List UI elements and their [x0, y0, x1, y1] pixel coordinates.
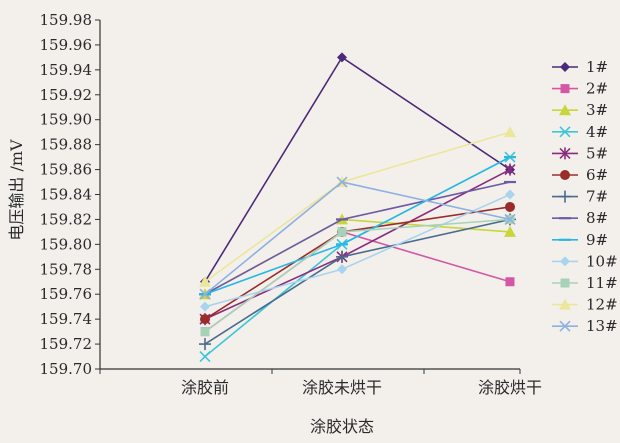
x-category-label: 涂胶未烘干	[302, 378, 382, 397]
data-point	[504, 126, 516, 138]
data-point-stroke	[199, 350, 211, 363]
legend-entry: 12#	[552, 296, 618, 314]
y-tick-label: 159.94	[40, 61, 93, 79]
series-11	[200, 214, 515, 337]
legend: 1# 2# 3# 4# 5# 6# 7# 8# 9# 10# 11# 12# 13#	[552, 58, 618, 335]
legend-entry: 10#	[552, 252, 618, 270]
legend-label: 10#	[586, 252, 618, 270]
data-point	[336, 176, 348, 188]
legend-marker	[559, 298, 571, 310]
legend-entry: 7#	[552, 188, 608, 206]
series-3	[199, 213, 516, 300]
data-point	[337, 52, 347, 63]
legend-label: 5#	[586, 144, 608, 162]
legend-label: 7#	[586, 188, 608, 206]
legend-label: 11#	[586, 274, 618, 292]
legend-marker-stroke	[559, 126, 571, 138]
series-4	[199, 151, 516, 363]
series-8	[199, 180, 516, 296]
data-point	[200, 327, 210, 337]
data-point	[337, 227, 347, 237]
data-point	[199, 288, 211, 300]
legend-marker	[560, 278, 570, 288]
legend-entry: 9#	[552, 231, 608, 249]
data-point	[504, 213, 516, 225]
y-tick-label: 159.70	[40, 360, 93, 378]
data-point	[200, 301, 210, 312]
legend-entry: 4#	[552, 123, 608, 141]
legend-label: 13#	[586, 317, 618, 335]
legend-marker	[559, 104, 571, 116]
legend-entry: 5#	[552, 144, 608, 162]
y-tick-label: 159.96	[40, 36, 93, 54]
y-tick-label: 159.72	[40, 335, 93, 353]
legend-marker	[559, 126, 571, 138]
legend-marker	[559, 320, 571, 332]
y-tick-label: 159.80	[40, 235, 93, 253]
data-point-stroke	[199, 288, 211, 300]
legend-label: 4#	[586, 123, 608, 141]
series-2	[200, 227, 515, 337]
legend-marker	[560, 62, 570, 72]
legend-label: 12#	[586, 296, 618, 314]
y-tick-label: 159.90	[40, 111, 93, 129]
data-point	[200, 314, 210, 325]
legend-marker-stroke	[559, 320, 571, 332]
y-tick-label: 159.76	[40, 285, 93, 303]
legend-label: 1#	[586, 58, 608, 76]
data-point	[337, 264, 347, 275]
y-axis: 159.70 159.72 159.74 159.76 159.78 159.80 159.…	[40, 11, 101, 378]
data-point	[199, 275, 211, 287]
data-point	[199, 350, 211, 363]
legend-entry: 2#	[552, 80, 608, 98]
legend-marker	[560, 170, 570, 180]
y-tick-label: 159.82	[40, 210, 93, 228]
series-layer	[199, 52, 516, 363]
x-axis-title: 涂胶状态	[310, 417, 374, 436]
legend-label: 2#	[586, 80, 608, 98]
data-point	[336, 250, 348, 263]
y-tick-label: 159.98	[40, 11, 93, 29]
legend-entry: 1#	[552, 58, 608, 76]
y-tick-label: 159.84	[40, 186, 93, 204]
y-axis-title: 电压输出 /mV	[7, 139, 26, 241]
data-point-stroke	[504, 213, 516, 225]
legend-marker	[560, 256, 570, 267]
data-point	[505, 201, 515, 212]
series-10	[200, 189, 515, 312]
legend-marker	[559, 147, 571, 160]
y-tick-label: 159.92	[40, 86, 93, 104]
y-tick-label: 159.74	[40, 310, 93, 328]
data-point	[504, 225, 516, 237]
legend-marker	[559, 190, 571, 203]
y-tick-label: 159.88	[40, 136, 93, 154]
legend-label: 3#	[586, 101, 608, 119]
legend-entry: 8#	[552, 209, 608, 227]
data-point	[505, 277, 515, 287]
legend-entry: 13#	[552, 317, 618, 335]
legend-label: 8#	[586, 209, 608, 227]
series-line	[204, 231, 511, 333]
x-axis: 涂胶前 涂胶未烘干 涂胶烘干	[99, 368, 542, 397]
legend-entry: 6#	[552, 166, 608, 184]
data-point	[504, 163, 516, 176]
series-line	[204, 218, 511, 345]
legend-entry: 3#	[552, 101, 608, 119]
y-tick-label: 159.78	[40, 260, 93, 278]
x-category-label: 涂胶前	[181, 378, 229, 397]
series-7	[199, 213, 516, 351]
data-point	[199, 338, 211, 351]
legend-marker	[560, 84, 570, 94]
y-tick-label: 159.86	[40, 161, 93, 179]
series-13	[199, 176, 516, 300]
legend-entry: 11#	[552, 274, 618, 292]
legend-label: 9#	[586, 231, 608, 249]
x-category-label: 涂胶烘干	[478, 378, 542, 397]
data-point-stroke	[336, 176, 348, 188]
data-point	[505, 189, 515, 200]
legend-label: 6#	[586, 166, 608, 184]
